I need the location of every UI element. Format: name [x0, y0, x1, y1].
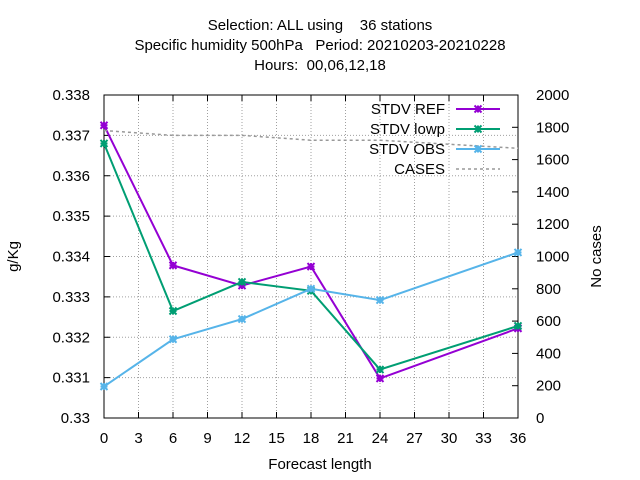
- y-tick-label: 0.334: [52, 249, 90, 266]
- x-tick-label: 6: [169, 430, 177, 447]
- y-axis: 0.33 0.331 0.332 0.333 0.334 0.335 0.336 0.337 0…: [52, 87, 110, 427]
- grid-lines: [104, 95, 518, 418]
- data-point-stdv-lowp: [375, 365, 385, 374]
- y-tick-label: 0.331: [52, 370, 90, 387]
- data-point-stdv-ref: [375, 374, 385, 383]
- x-tick-label: 21: [337, 430, 354, 447]
- data-point-stdv-ref: [237, 281, 247, 290]
- data-point-stdv-obs: [306, 284, 316, 294]
- y2-tick-label: 1400: [536, 184, 569, 201]
- data-point-stdv-obs: [168, 335, 178, 344]
- series-line-stdv-ref: [103, 124, 519, 380]
- y2-tick-label: 1600: [536, 152, 569, 169]
- x-tick-label: 36: [510, 430, 527, 447]
- data-point-stdv-lowp: [237, 277, 247, 287]
- series-layer: [99, 121, 523, 391]
- x-tick-label: 3: [134, 430, 142, 447]
- legend-marker-stdv-obs: [473, 144, 483, 154]
- series-line-cases: [103, 129, 519, 150]
- legend-label-stdv-lowp: STDV lowp: [370, 121, 445, 138]
- data-point-stdv-ref: [168, 261, 178, 270]
- chart-title-line-2: Specific humidity 500hPa Period: 2021020…: [134, 37, 506, 54]
- x-axis: 0 3 6 9 12 15 18 21 24 27 30 33 36: [100, 95, 527, 447]
- y-axis-label: g/Kg: [4, 241, 22, 272]
- x-tick-label: 12: [234, 430, 251, 447]
- legend-marker-stdv-lowp: [473, 124, 483, 134]
- y2-tick-label: 600: [536, 313, 561, 330]
- y2-tick-label: 1800: [536, 119, 569, 136]
- chart-title-line-1: Selection: ALL using 36 stations: [207, 17, 433, 34]
- data-point-stdv-obs: [99, 382, 109, 391]
- series-line-stdv-lowp: [103, 143, 519, 371]
- y2-axis: 0 200 400 600 800 1000 1200 1400 1600 1800 2000: [512, 87, 569, 427]
- x-tick-label: 24: [372, 430, 389, 447]
- x-tick-label: 9: [203, 430, 211, 447]
- y-tick-label: 0.332: [52, 329, 90, 346]
- y2-tick-label: 400: [536, 345, 561, 362]
- y2-tick-label: 0: [536, 410, 544, 427]
- y2-tick-label: 1200: [536, 216, 569, 233]
- y2-axis-label: No cases: [587, 225, 605, 288]
- x-tick-label: 27: [406, 430, 423, 447]
- x-axis-label: Forecast length: [268, 456, 372, 473]
- y-tick-label: 0.335: [52, 208, 90, 225]
- data-point-stdv-obs: [375, 295, 385, 305]
- y-tick-label: 0.337: [52, 127, 90, 144]
- x-tick-label: 33: [475, 430, 492, 447]
- y-tick-label: 0.336: [52, 168, 90, 185]
- legend-label-stdv-ref: STDV REF: [371, 101, 445, 118]
- chart-title-line-3: Hours: 00,06,12,18: [254, 57, 386, 74]
- legend-label-stdv-obs: STDV OBS: [369, 141, 445, 158]
- y2-tick-label: 1000: [536, 249, 569, 266]
- x-tick-label: 0: [100, 430, 108, 447]
- x-tick-label: 30: [441, 430, 458, 447]
- y2-tick-label: 800: [536, 281, 561, 298]
- x-tick-label: 15: [268, 430, 285, 447]
- data-point-stdv-obs: [513, 248, 523, 257]
- y-tick-label: 0.333: [52, 289, 90, 306]
- y2-tick-label: 2000: [536, 87, 569, 104]
- data-point-stdv-lowp: [513, 321, 523, 331]
- legend-label-cases: CASES: [394, 161, 445, 178]
- data-point-stdv-lowp: [99, 139, 109, 148]
- y2-tick-label: 200: [536, 378, 561, 395]
- series-line-stdv-obs: [103, 251, 519, 388]
- y-tick-label: 0.338: [52, 87, 90, 104]
- y-tick-label: 0.33: [61, 410, 90, 427]
- legend: STDV REF STDV lowp STDV OBS CASES: [369, 101, 500, 178]
- data-point-stdv-obs: [237, 314, 247, 324]
- x-tick-label: 18: [303, 430, 320, 447]
- data-point-stdv-ref: [99, 121, 109, 130]
- legend-marker-stdv-ref: [473, 104, 483, 114]
- data-point-stdv-lowp: [168, 306, 178, 316]
- data-point-stdv-ref: [306, 262, 316, 271]
